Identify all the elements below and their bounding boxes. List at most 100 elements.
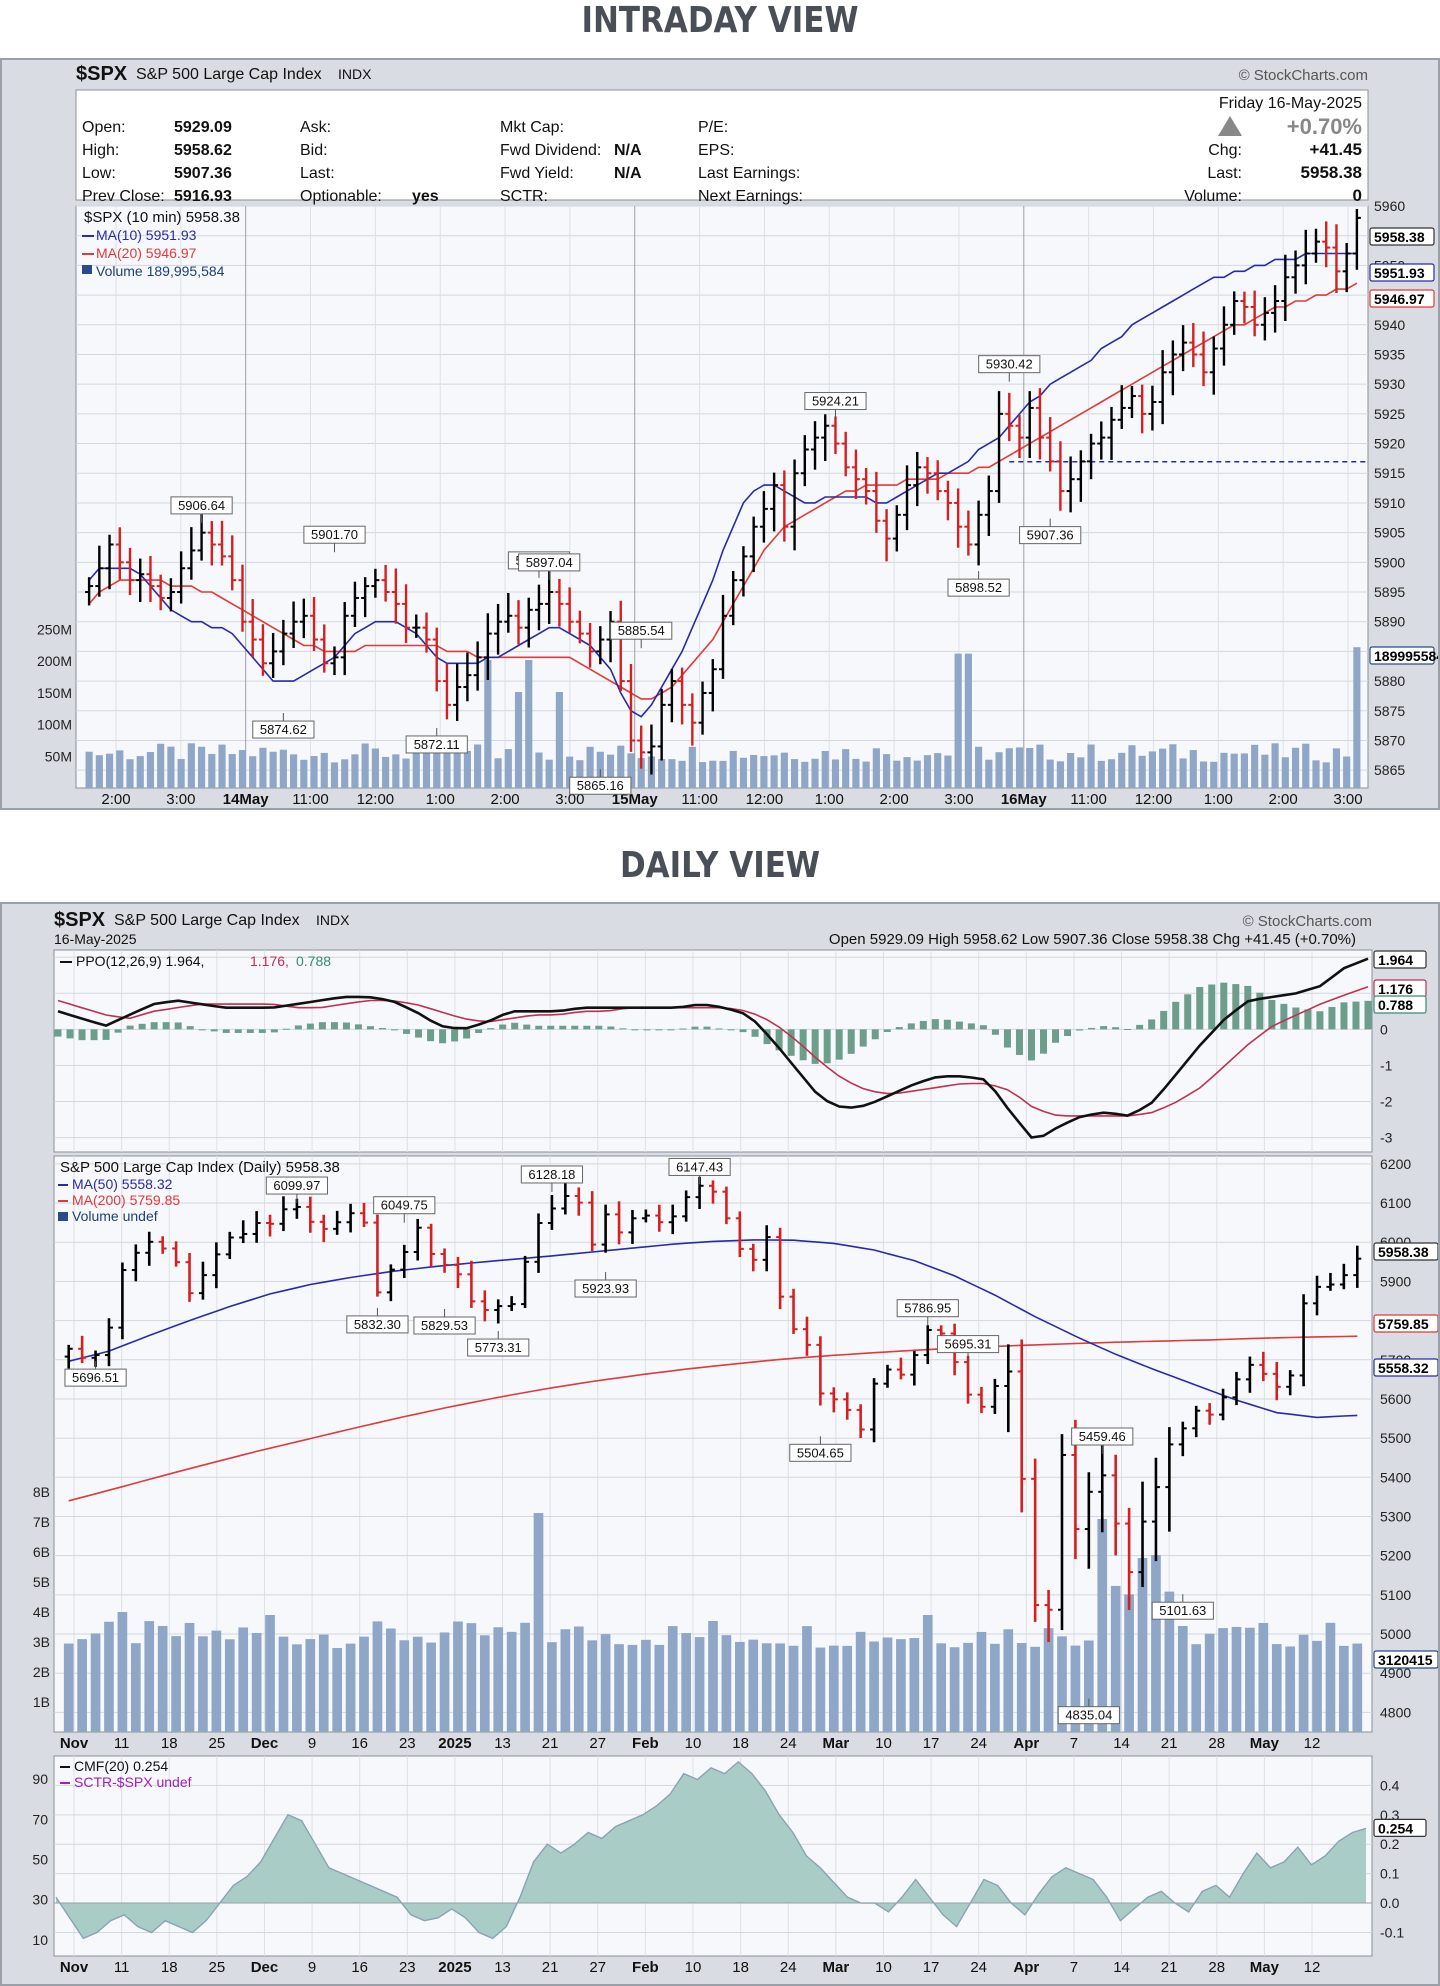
- volume-bar: [821, 750, 829, 788]
- ppo-histogram-bar: [222, 1029, 230, 1033]
- ppo-histogram-bar: [871, 1029, 879, 1040]
- daily-annotation-box: [1071, 1427, 1134, 1446]
- ppo-histogram-bar: [78, 1029, 86, 1041]
- price-x-label-6: 16: [351, 1735, 368, 1752]
- volume-bar: [402, 758, 410, 788]
- ppo-histogram-bar: [162, 1022, 170, 1030]
- price-y-tick-4800: 4800: [1380, 1704, 1411, 1720]
- daily-annotation-box: [1057, 1706, 1120, 1725]
- volume-bar: [484, 660, 492, 788]
- daily-tag-ma200: 5759.85: [1378, 1316, 1429, 1332]
- volume-bar: [1271, 743, 1279, 788]
- daily-brand: © StockCharts.com: [1243, 913, 1372, 930]
- info-0-1: 5929.09: [174, 119, 232, 136]
- daily-annotation-box: [413, 1316, 476, 1335]
- ppo-histogram-bar: [727, 1029, 735, 1031]
- volume-bar: [320, 752, 328, 788]
- tag-ma20-box: [1369, 289, 1435, 308]
- daily-volume-bar: [1352, 1643, 1363, 1732]
- daily-volume-bar: [1312, 1640, 1322, 1732]
- ppo-histogram-bar: [126, 1025, 134, 1030]
- volume-bar: [1312, 760, 1320, 788]
- ppo-histogram-bar: [1232, 984, 1240, 1030]
- volume-bar: [1107, 759, 1116, 788]
- right-info-label-2: Volume:: [1184, 188, 1242, 205]
- volume-bar: [750, 754, 758, 788]
- ppo-histogram-bar: [847, 1029, 855, 1054]
- info-3-2: Optionable:: [300, 188, 382, 205]
- daily-volume-bar: [1084, 1640, 1094, 1732]
- info-2-5: N/A: [614, 165, 642, 182]
- volume-bar: [1343, 756, 1351, 788]
- ppo-histogram-bar: [619, 1028, 627, 1030]
- volume-bar: [719, 760, 727, 788]
- volume-bar: [392, 754, 400, 788]
- ppo-histogram-bar: [559, 1025, 567, 1030]
- price-x-label-23: 21: [1161, 1735, 1178, 1752]
- daily-volume-bar: [533, 1513, 544, 1732]
- daily-volume-bar: [963, 1642, 973, 1732]
- volume-bar: [443, 753, 451, 788]
- ppo-legend-hist: 0.788: [296, 953, 331, 969]
- x-label-5: 1:00: [426, 791, 455, 808]
- daily-annotation-box: [467, 1338, 530, 1357]
- daily-volume-bar: [721, 1635, 732, 1732]
- ppo-histogram-bar: [1003, 1029, 1011, 1048]
- volume-bar: [545, 759, 553, 788]
- daily-tag-ma50: 5558.32: [1378, 1360, 1429, 1376]
- ppo-histogram-bar: [318, 1022, 326, 1030]
- cmf-x-label-9: 13: [494, 1959, 511, 1976]
- volume-bar: [1138, 755, 1146, 788]
- ppo-tag-signal: 1.176: [1378, 981, 1413, 997]
- cmf-x-label-23: 21: [1161, 1959, 1178, 1976]
- volume-bar: [259, 747, 267, 788]
- price-y-tick-6200: 6200: [1380, 1156, 1411, 1172]
- daily-volume-bar: [855, 1631, 866, 1732]
- tag-ma10-box: [1369, 263, 1435, 282]
- x-label-15: 11:00: [1070, 791, 1106, 808]
- volume-bar: [463, 750, 471, 788]
- ppo-histogram-bar: [1364, 1000, 1372, 1030]
- volume-bar: [116, 750, 124, 788]
- daily-volume-bar: [292, 1644, 302, 1732]
- volume-bar: [1179, 758, 1187, 788]
- price-y-tick-6100: 6100: [1380, 1195, 1411, 1211]
- volume-bar: [474, 744, 482, 788]
- volume-bar: [893, 760, 901, 788]
- daily-volume-bar: [412, 1636, 423, 1732]
- intraday-title: INTRADAY VIEW: [581, 0, 859, 41]
- daily-volume-bar: [386, 1628, 396, 1732]
- cmf-left-tick-70: 70: [32, 1811, 48, 1827]
- volume-bar: [923, 755, 932, 788]
- daily-volume-bar: [600, 1634, 611, 1732]
- right-info-label-1: Last:: [1207, 165, 1242, 182]
- cmf-x-label-13: 10: [685, 1959, 702, 1976]
- info-3-6: Next Earnings:: [698, 188, 803, 205]
- price-annotation: 5865.16: [577, 778, 624, 793]
- daily-volume-bar: [265, 1615, 275, 1732]
- price-x-label-12: Feb: [632, 1735, 659, 1752]
- price-x-label-25: May: [1250, 1735, 1280, 1752]
- cmf-tag-box: [1373, 1818, 1427, 1837]
- price-annotation: 5885.54: [618, 623, 665, 638]
- daily-volume-bar: [882, 1637, 893, 1732]
- daily-tag-ma200-box: [1373, 1314, 1438, 1333]
- x-label-10: 12:00: [746, 791, 784, 808]
- ppo-histogram-bar: [1172, 1001, 1180, 1030]
- volume-bar: [146, 752, 155, 788]
- volume-bar: [525, 660, 533, 788]
- price-legend-ma200: MA(200) 5759.85: [72, 1192, 180, 1208]
- daily-volume-tick-5B: 5B: [33, 1574, 50, 1590]
- ppo-histogram-bar: [415, 1029, 423, 1038]
- daily-volume-bar: [359, 1636, 369, 1732]
- volume-bar: [290, 754, 298, 788]
- ppo-histogram-bar: [751, 1029, 759, 1037]
- price-x-label-18: 17: [923, 1735, 940, 1752]
- daily-volume-bar: [1339, 1645, 1349, 1732]
- volume-bar: [780, 752, 788, 788]
- ppo-histogram-bar: [138, 1023, 146, 1030]
- right-info-label-0: Chg:: [1208, 142, 1242, 159]
- ppo-histogram-bar: [739, 1029, 747, 1033]
- daily-chart: $SPX S&P 500 Large Cap Index INDX © StockCh…: [32, 909, 1438, 1976]
- ppo-legend-signal: 1.176,: [250, 953, 289, 969]
